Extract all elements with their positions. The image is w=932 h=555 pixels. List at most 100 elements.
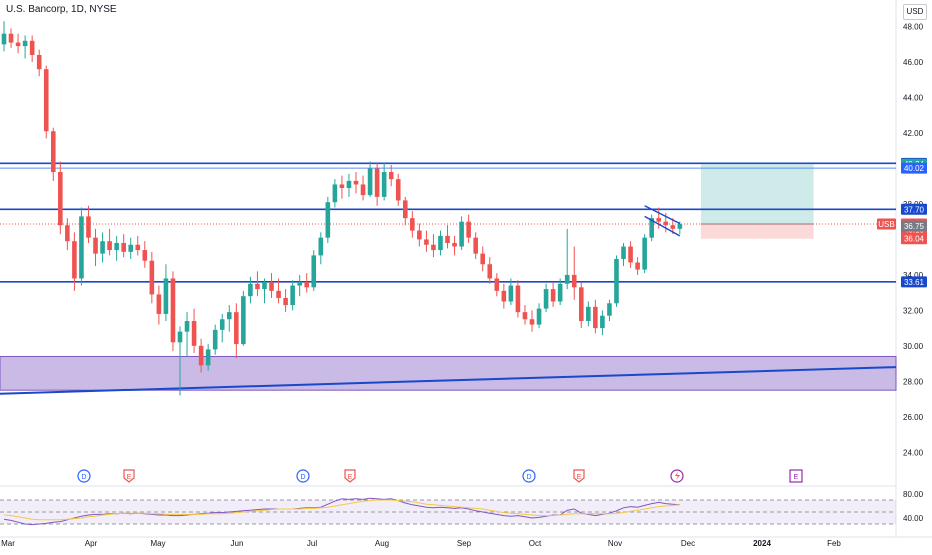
candle-body [529, 319, 535, 325]
candle-body [58, 172, 63, 226]
flag-channel-upper[interactable] [644, 205, 681, 225]
candle-body [586, 306, 591, 322]
y-tick-label: 42.00 [903, 129, 924, 138]
candle-body [135, 244, 141, 251]
y-tick-label: 26.00 [903, 413, 924, 422]
candle-body [184, 321, 190, 332]
candle-body [269, 282, 274, 291]
candle-body [536, 308, 542, 325]
candle-body [304, 282, 310, 288]
candle-body [107, 241, 112, 251]
candle-body [487, 264, 493, 279]
candle-body [219, 319, 225, 330]
event-marker-label: D [526, 474, 531, 481]
earnings-marker-icon [573, 469, 585, 483]
candle-body [571, 274, 577, 288]
candle-body [241, 296, 246, 345]
x-tick-label: May [150, 539, 165, 548]
candle-body [1, 33, 7, 45]
x-tick-label: Apr [85, 539, 98, 548]
event-marker-label: D [300, 474, 305, 481]
stop-zone[interactable] [700, 224, 814, 239]
event-marker[interactable]: D [77, 469, 91, 483]
candle-body [360, 184, 366, 196]
x-tick-label: 2024 [753, 539, 771, 548]
candle-body [255, 283, 260, 290]
currency-label[interactable]: USD [903, 4, 927, 20]
candle-body [191, 321, 197, 346]
trend-line[interactable] [0, 366, 897, 395]
symbol-tag-label: USB [878, 220, 894, 229]
dividend-marker-icon [522, 469, 536, 483]
candle-body [142, 250, 148, 261]
event-marker[interactable]: D [296, 469, 310, 483]
y-tick-label: 46.00 [903, 58, 924, 67]
x-tick-label: Jul [307, 539, 317, 548]
x-tick-label: Aug [375, 539, 389, 548]
candle-body [65, 225, 70, 242]
candle-body [8, 33, 14, 43]
x-tick-label: Jun [231, 539, 244, 548]
candle-body [445, 235, 450, 243]
candle-body [276, 290, 281, 298]
candle-body [557, 283, 563, 302]
candles-group [1, 21, 683, 396]
candle-body [642, 237, 647, 270]
candle-body [522, 312, 528, 320]
y-tick-label: 24.00 [903, 448, 924, 457]
event-marker[interactable]: D [522, 469, 536, 483]
candle-body [332, 184, 338, 203]
event-marker[interactable]: E [573, 469, 585, 483]
event-marker-label: E [127, 474, 132, 481]
y-tick-label: 32.00 [903, 306, 924, 315]
event-marker[interactable]: E [789, 469, 803, 483]
candle-body [621, 246, 626, 259]
candle-body [346, 180, 352, 188]
candle-body [480, 253, 486, 265]
candle-body [128, 244, 134, 252]
candle-body [607, 303, 612, 316]
event-marker[interactable]: E [344, 469, 356, 483]
price-tag-bg [901, 276, 927, 288]
candle-body [205, 349, 211, 366]
candle-body [283, 297, 288, 306]
event-marker[interactable]: E [123, 469, 135, 483]
price-tag: 33.61 [901, 276, 927, 288]
event-marker-label: E [794, 474, 799, 481]
x-tick-label: Nov [608, 539, 622, 548]
price-tag-bg [901, 203, 927, 215]
y-tick-label: 28.00 [903, 377, 924, 386]
support-zone[interactable] [0, 355, 897, 391]
candle-body [417, 230, 422, 240]
candle-body [466, 221, 471, 238]
price-tag-bg [901, 162, 927, 174]
candle-body [452, 242, 457, 247]
candle-body [628, 246, 633, 263]
candle-body [297, 282, 302, 286]
event-marker-label: E [577, 474, 582, 481]
x-tick-label: Dec [681, 539, 695, 548]
candle-body [234, 312, 239, 345]
candle-body [395, 179, 401, 201]
candle-body [593, 306, 598, 329]
event-marker[interactable] [670, 469, 684, 483]
candle-body [15, 42, 21, 47]
target-zone[interactable] [700, 164, 814, 225]
candle-body [325, 202, 331, 238]
candle-body [410, 218, 415, 231]
x-tick-label: Sep [457, 539, 472, 548]
candle-body [656, 218, 662, 222]
chart-title: U.S. Bancorp, 1D, NYSE [6, 4, 117, 15]
candle-body [459, 221, 464, 247]
candle-body [114, 242, 119, 251]
x-tick-label: Oct [529, 539, 542, 548]
bolt-icon [675, 472, 680, 480]
price-tag-bg [901, 220, 927, 232]
candle-body [508, 285, 514, 302]
flag-channel-lower[interactable] [644, 215, 681, 237]
candle-body [22, 40, 28, 47]
candle-body [353, 180, 359, 185]
candle-body [424, 239, 429, 245]
